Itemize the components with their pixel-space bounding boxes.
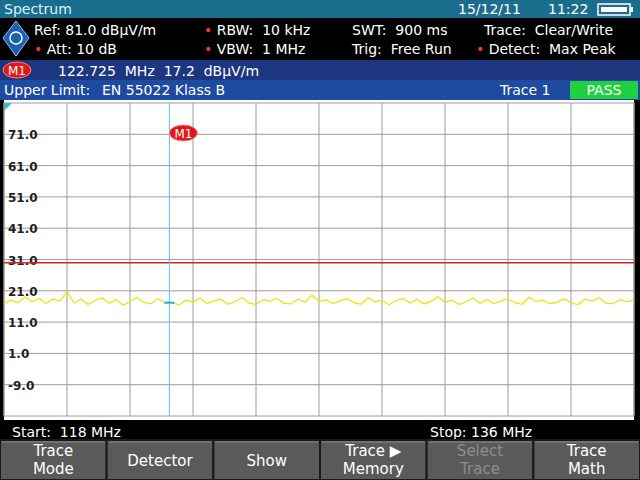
marker-badge-label: M1	[8, 64, 26, 78]
marker-flag	[169, 125, 197, 141]
marker-bar	[0, 60, 640, 80]
trace-name: Trace 1	[499, 82, 551, 98]
setting: • RBW: 10 kHz	[204, 22, 310, 38]
y-grid-line	[4, 290, 634, 291]
softkey-label: Trace	[566, 442, 607, 460]
y-grid-line	[4, 228, 634, 229]
setting: SWT: 900 ms	[352, 22, 447, 38]
logo	[3, 21, 29, 56]
setting-text: Att: 10 dB	[42, 41, 117, 57]
start-frequency: Start: 118 MHz	[12, 424, 121, 440]
setting: • VBW: 1 MHz	[204, 41, 305, 57]
bullet: •	[476, 41, 484, 57]
bullet: •	[204, 41, 212, 57]
setting: • Detect: Max Peak	[476, 41, 617, 57]
setting: • Att: 10 dB	[34, 41, 117, 57]
setting: Ref: 81.0 dBµV/m	[34, 22, 156, 38]
marker-flag-label: M1	[174, 127, 192, 141]
softkey-label: Show	[246, 452, 286, 470]
softkey[interactable]	[213, 440, 320, 480]
softkey-highlight	[109, 442, 212, 443]
softkey[interactable]	[107, 440, 214, 480]
softkey[interactable]	[320, 440, 427, 480]
pass-box	[570, 81, 638, 99]
battery	[598, 4, 630, 15]
settings-panel	[0, 18, 640, 60]
softkey[interactable]	[0, 440, 107, 480]
screen: Spectrum 15/12/11 11:22 Ref: 81.0 dBµV/m • R…	[0, 0, 640, 480]
y-tick-label: 1.0	[8, 347, 29, 361]
y-tick-label: -9.0	[8, 379, 34, 393]
y-grid-line	[4, 353, 634, 354]
setting-text: RBW: 10 kHz	[212, 22, 310, 38]
y-grid-line	[4, 134, 634, 135]
setting: Trace: Clear/Write	[483, 22, 613, 38]
softkey-label: Memory	[343, 460, 404, 478]
marker-line	[169, 103, 170, 416]
y-tick-label: 41.0	[8, 222, 38, 236]
softkey	[427, 440, 534, 480]
logo-ring	[10, 32, 22, 44]
bullet: •	[204, 22, 212, 38]
limit-line	[4, 262, 634, 264]
softkey[interactable]	[533, 440, 640, 480]
y-tick-label: 11.0	[8, 316, 38, 330]
y-grid-line	[4, 259, 634, 260]
softkey-label: Trace	[32, 442, 73, 460]
ref-indicator	[4, 103, 12, 111]
plot-background	[4, 100, 634, 420]
trace-line	[4, 291, 634, 305]
limit-standard: EN 55022 Klass B	[102, 82, 225, 98]
y-tick-label: 21.0	[8, 285, 38, 299]
softkey-label: Trace	[459, 460, 500, 478]
softkey-label: Trace ▶	[344, 442, 402, 460]
plot-surround	[0, 100, 640, 420]
trace-group	[4, 103, 634, 416]
date: 15/12/11	[458, 1, 521, 17]
marker-badge	[3, 62, 31, 78]
y-tick-label: 71.0	[8, 128, 38, 142]
limit-label: Upper Limit:	[4, 82, 90, 98]
bullet: •	[34, 41, 42, 57]
y-grid-line	[4, 384, 634, 385]
softkey-label: Detector	[127, 452, 193, 470]
time: 11:22	[548, 1, 588, 17]
app-title: Spectrum	[4, 1, 72, 17]
stop-frequency: Stop: 136 MHz	[430, 424, 532, 440]
title-bar	[0, 0, 640, 18]
setting-text: VBW: 1 MHz	[212, 41, 305, 57]
setting: Trig: Free Run	[351, 41, 452, 57]
y-tick-label: 51.0	[8, 191, 38, 205]
y-grid-line	[4, 165, 634, 166]
softkey-highlight	[215, 442, 318, 443]
y-tick-label: 61.0	[8, 160, 38, 174]
softkey-label: Mode	[33, 460, 74, 478]
limit-bar	[0, 80, 640, 100]
y-grid-line	[4, 322, 634, 323]
softkey-label: Select	[457, 442, 503, 460]
marker-readout: 122.725 MHz 17.2 dBµV/m	[58, 63, 259, 79]
y-tick-label: 31.0	[8, 254, 38, 268]
plot-frame	[4, 103, 634, 416]
limit-result: PASS	[587, 82, 622, 98]
battery-level	[601, 7, 627, 12]
footer	[0, 420, 640, 440]
setting-text: Detect: Max Peak	[484, 41, 616, 57]
y-grid-line	[4, 196, 634, 197]
battery-tip	[630, 7, 633, 12]
marker-point	[164, 302, 174, 304]
softkey-label: Math	[568, 460, 606, 478]
